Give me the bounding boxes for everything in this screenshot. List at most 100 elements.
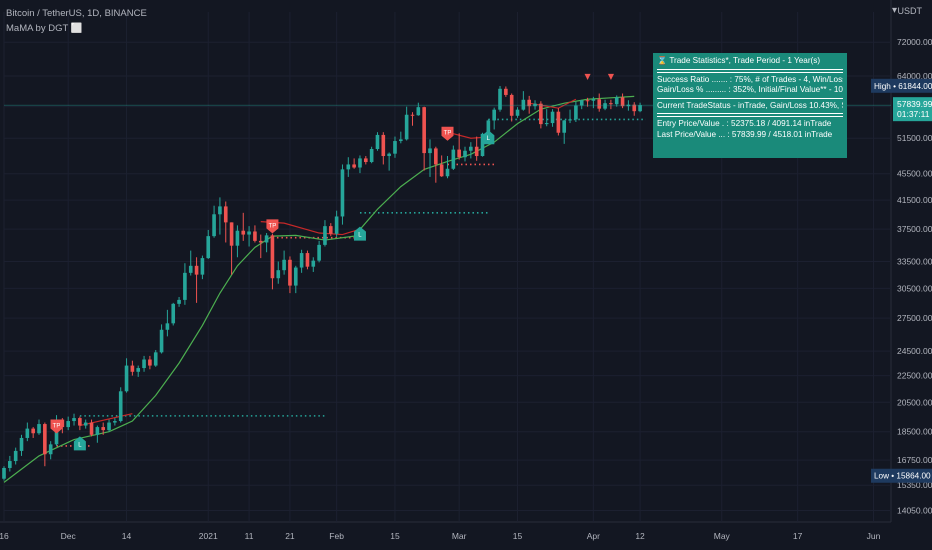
stats-divider (657, 68, 843, 73)
marker-label: TP (444, 131, 452, 137)
candle-body (504, 88, 508, 95)
candle-body (212, 214, 216, 237)
candle-body (31, 428, 35, 434)
candle-body (346, 164, 351, 170)
candle-body (293, 267, 298, 286)
candle-body (375, 134, 380, 150)
symbol-title[interactable]: Bitcoin / TetherUS, 1D, BINANCE (6, 8, 147, 19)
candle-body (428, 148, 432, 154)
candle-body (25, 428, 30, 438)
stats-current-status: Current TradeStatus - inTrade, Gain/Loss… (657, 100, 843, 110)
ma-line-bear (79, 413, 133, 427)
chevron-down-icon[interactable]: ▾ (892, 5, 898, 16)
candle-body (247, 231, 251, 235)
candle-body (171, 303, 176, 324)
candle-body (19, 437, 24, 451)
y-tick-label: 14050.00 (897, 506, 932, 516)
currency-label[interactable]: USDT (897, 6, 923, 16)
candle-body (206, 236, 211, 259)
x-tick-label: Jun (867, 531, 881, 541)
y-tick-label: 33500.00 (897, 257, 932, 267)
candle-body (241, 230, 246, 235)
candle-body (457, 149, 461, 158)
stats-gain-loss: Gain/Loss % ......... : 352%, Initial/Fi… (657, 85, 843, 94)
candle-body (404, 114, 409, 140)
candle-body (311, 260, 316, 267)
candle-body (445, 168, 450, 177)
candle-body (544, 123, 549, 125)
marker-shape (353, 226, 366, 241)
exit-warning-marker: ▼ (584, 72, 591, 81)
candle-body (328, 226, 333, 234)
x-tick-label: 15 (390, 531, 400, 541)
candle-body (323, 226, 327, 245)
candle-body (148, 359, 152, 366)
candle-body (381, 134, 386, 157)
y-tick-label: 30500.00 (897, 283, 932, 293)
candle-body (43, 424, 47, 455)
candle-body (387, 153, 391, 157)
candle-body (463, 150, 467, 158)
candle-body (492, 109, 496, 121)
y-tick-label: 24500.00 (897, 346, 932, 356)
y-tick-label: 18500.00 (897, 427, 932, 437)
candle-body (89, 422, 94, 435)
candle-body (474, 146, 479, 157)
candle-body (218, 206, 222, 215)
ma-line (3, 95, 635, 483)
candle-body (282, 259, 286, 271)
candle-body (352, 164, 356, 168)
trade-statistics-panel: ⌛ Trade Statistics*, Trade Period - 1 Ye… (653, 53, 847, 158)
candle-body (363, 158, 368, 163)
last-price-value: 57839.99 (897, 99, 932, 109)
stats-divider (657, 113, 843, 117)
candle-body (579, 100, 584, 106)
candle-body (562, 120, 567, 133)
candle-body (270, 235, 275, 279)
candle-body (288, 259, 292, 286)
long-entry-marker: L (73, 436, 86, 451)
candle-body (13, 450, 18, 462)
x-tick-label: 11 (245, 531, 254, 541)
x-tick-label: 15 (513, 531, 523, 541)
y-tick-label: 15350.00 (897, 480, 932, 490)
y-tick-label: 51500.00 (897, 133, 932, 143)
candle-body (124, 365, 129, 392)
marker-shape (441, 126, 454, 141)
candle-body (317, 244, 321, 261)
marker-label: TP (269, 223, 277, 229)
candle-body (416, 107, 421, 116)
marker-shape (73, 436, 86, 451)
candle-body (305, 253, 310, 267)
candle-body (177, 299, 181, 304)
candle-body (264, 235, 269, 243)
take-profit-marker: TP (50, 419, 63, 434)
x-tick-label: Feb (329, 531, 344, 541)
y-tick-label: 41500.00 (897, 195, 932, 205)
candle-body (66, 421, 70, 428)
exit-warning-marker: ▼ (608, 72, 615, 81)
stats-divider (657, 97, 843, 99)
y-tick-label: 22500.00 (897, 371, 932, 381)
stats-last-price: Last Price/Value ... : 57839.99 / 4518.0… (657, 129, 833, 139)
candle-body (597, 99, 602, 109)
y-tick-label: 20500.00 (897, 397, 932, 407)
candle-body (48, 444, 53, 455)
candle-body (235, 230, 240, 246)
candle-body (101, 427, 106, 431)
indicator-title[interactable]: MaMA by DGT ⬜ (6, 23, 83, 34)
candle-body (410, 114, 415, 116)
candle-body (556, 111, 561, 133)
candle-body (334, 216, 339, 234)
candle-body (188, 265, 193, 273)
marker-shape (482, 130, 495, 145)
take-profit-marker: TP (266, 219, 279, 234)
candle-body (159, 329, 164, 353)
candle-body (358, 158, 362, 168)
candle-body (37, 424, 41, 434)
candle-body (153, 352, 158, 366)
candle-body (83, 422, 88, 426)
x-tick-label: 16 (0, 531, 9, 541)
